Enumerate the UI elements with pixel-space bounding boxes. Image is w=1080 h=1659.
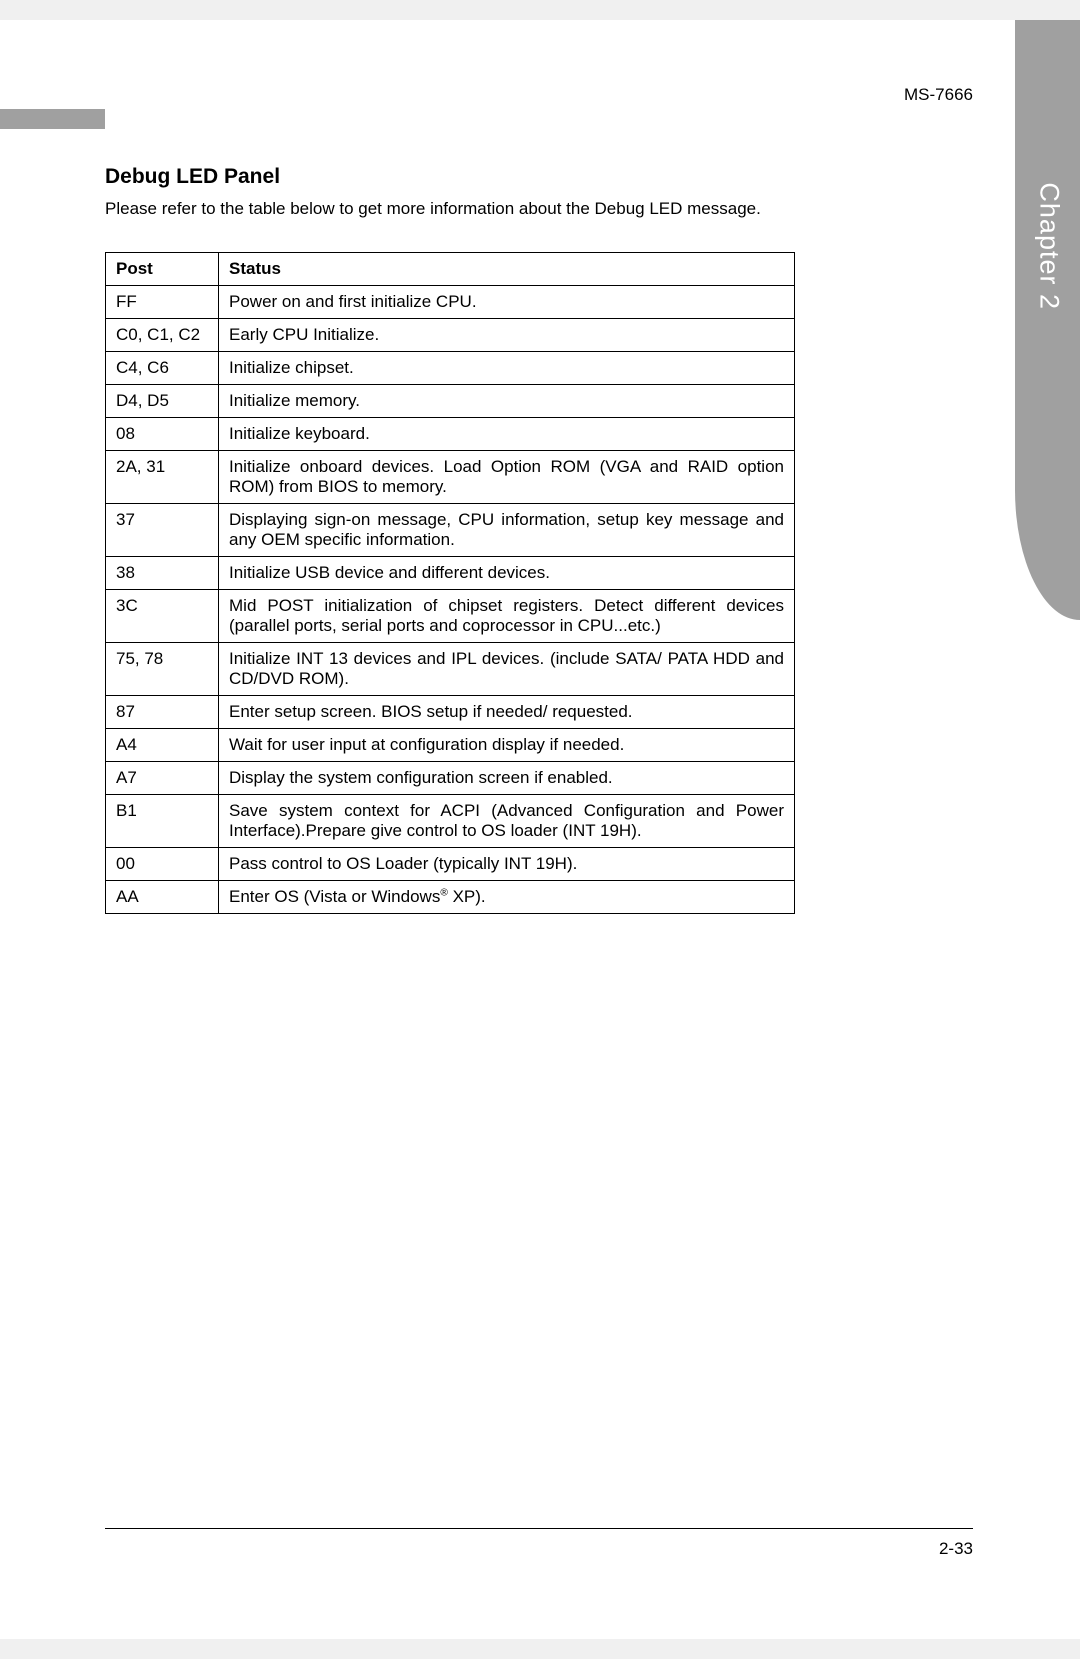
cell-post: AA <box>106 880 219 913</box>
section-title: Debug LED Panel <box>105 165 795 189</box>
table-row: A4Wait for user input at configuration d… <box>106 728 795 761</box>
cell-post: 2A, 31 <box>106 450 219 503</box>
cell-post: A4 <box>106 728 219 761</box>
cell-status: Pass control to OS Loader (typically INT… <box>219 847 795 880</box>
cell-status: Initialize chipset. <box>219 351 795 384</box>
table-row: 37Displaying sign-on message, CPU inform… <box>106 503 795 556</box>
table-row: 3CMid POST initialization of chipset reg… <box>106 589 795 642</box>
table-row: B1Save system context for ACPI (Advanced… <box>106 794 795 847</box>
cell-status: Enter setup screen. BIOS setup if needed… <box>219 695 795 728</box>
table-row: 38Initialize USB device and different de… <box>106 556 795 589</box>
table-row: FFPower on and first initialize CPU. <box>106 285 795 318</box>
cell-post: D4, D5 <box>106 384 219 417</box>
cell-status: Power on and first initialize CPU. <box>219 285 795 318</box>
debug-led-table: Post Status FFPower on and first initial… <box>105 252 795 914</box>
page-number: 2-33 <box>939 1539 973 1559</box>
cell-status: Displaying sign-on message, CPU informat… <box>219 503 795 556</box>
table-row: 00Pass control to OS Loader (typically I… <box>106 847 795 880</box>
col-header-post: Post <box>106 252 219 285</box>
cell-post: 87 <box>106 695 219 728</box>
cell-status: Initialize INT 13 devices and IPL device… <box>219 642 795 695</box>
cell-post: 00 <box>106 847 219 880</box>
chapter-tab <box>1015 20 1080 620</box>
cell-status: Initialize USB device and different devi… <box>219 556 795 589</box>
content-area: Debug LED Panel Please refer to the tabl… <box>105 165 795 914</box>
table-row: C4, C6Initialize chipset. <box>106 351 795 384</box>
cell-status: Enter OS (Vista or Windows® XP). <box>219 880 795 913</box>
table-row: A7Display the system configuration scree… <box>106 761 795 794</box>
table-row: 87Enter setup screen. BIOS setup if need… <box>106 695 795 728</box>
table-row: AAEnter OS (Vista or Windows® XP). <box>106 880 795 913</box>
page: MS-7666 Chapter 2 Debug LED Panel Please… <box>0 20 1080 1639</box>
model-number: MS-7666 <box>904 85 973 105</box>
cell-post: 08 <box>106 417 219 450</box>
cell-post: 37 <box>106 503 219 556</box>
chapter-label: Chapter 2 <box>1034 182 1065 310</box>
footer-divider <box>105 1528 973 1529</box>
cell-status: Save system context for ACPI (Advanced C… <box>219 794 795 847</box>
col-header-status: Status <box>219 252 795 285</box>
header-stripe <box>0 109 105 129</box>
table-row: C0, C1, C2Early CPU Initialize. <box>106 318 795 351</box>
cell-post: 75, 78 <box>106 642 219 695</box>
cell-status: Mid POST initialization of chipset regis… <box>219 589 795 642</box>
section-intro: Please refer to the table below to get m… <box>105 197 795 222</box>
cell-status: Wait for user input at configuration dis… <box>219 728 795 761</box>
table-row: 08Initialize keyboard. <box>106 417 795 450</box>
cell-post: 38 <box>106 556 219 589</box>
table-row: 2A, 31Initialize onboard devices. Load O… <box>106 450 795 503</box>
cell-status: Initialize keyboard. <box>219 417 795 450</box>
cell-post: C0, C1, C2 <box>106 318 219 351</box>
cell-status: Early CPU Initialize. <box>219 318 795 351</box>
cell-status: Initialize memory. <box>219 384 795 417</box>
table-header-row: Post Status <box>106 252 795 285</box>
cell-post: A7 <box>106 761 219 794</box>
table-row: 75, 78Initialize INT 13 devices and IPL … <box>106 642 795 695</box>
cell-post: C4, C6 <box>106 351 219 384</box>
cell-status: Initialize onboard devices. Load Option … <box>219 450 795 503</box>
cell-post: B1 <box>106 794 219 847</box>
cell-status: Display the system configuration screen … <box>219 761 795 794</box>
cell-post: FF <box>106 285 219 318</box>
cell-post: 3C <box>106 589 219 642</box>
table-row: D4, D5Initialize memory. <box>106 384 795 417</box>
